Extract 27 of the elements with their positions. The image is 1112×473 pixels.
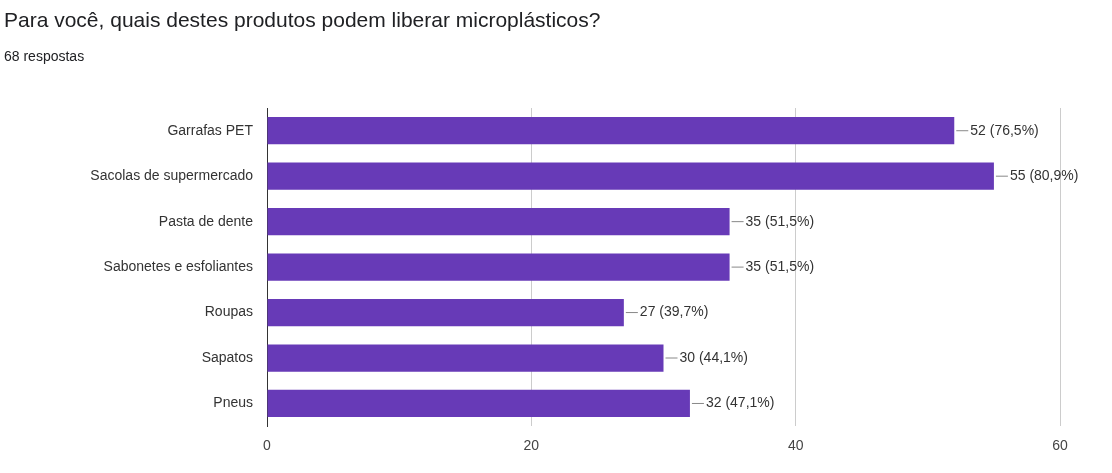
bar — [267, 162, 994, 190]
y-tick-label: Garrafas PET — [167, 121, 254, 138]
bar — [267, 344, 664, 372]
chart-title: Para você, quais destes produtos podem liberar microplásticos? — [4, 8, 601, 32]
bar — [267, 389, 690, 418]
bar — [267, 117, 955, 145]
y-tick-label: Sabonetes e esfoliantes — [103, 257, 253, 274]
data-label: 27 (39,7%) — [639, 303, 709, 320]
data-label: 35 (51,5%) — [745, 257, 815, 274]
data-label: 55 (80,9%) — [1009, 167, 1079, 184]
y-tick-label: Sacolas de supermercado — [90, 167, 254, 184]
x-tick-label: 0 — [263, 437, 272, 454]
data-label: 52 (76,5%) — [970, 121, 1039, 138]
text: 68 respostas — [4, 48, 85, 64]
bar — [267, 208, 730, 236]
bar — [267, 298, 624, 327]
bar — [267, 253, 730, 281]
x-tick-label: 40 — [787, 437, 804, 454]
data-label: 32 (47,1%) — [705, 394, 775, 411]
y-tick-label: Roupas — [204, 303, 253, 320]
y-tick-label: Pasta de dente — [158, 212, 254, 229]
y-tick-label: Pneus — [213, 394, 253, 411]
data-label: 30 (44,1%) — [679, 348, 748, 365]
x-tick-label: 20 — [523, 437, 540, 454]
y-tick-label: Sapatos — [201, 348, 253, 365]
data-label: 35 (51,5%) — [745, 212, 815, 229]
x-tick-label: 60 — [1052, 437, 1068, 454]
